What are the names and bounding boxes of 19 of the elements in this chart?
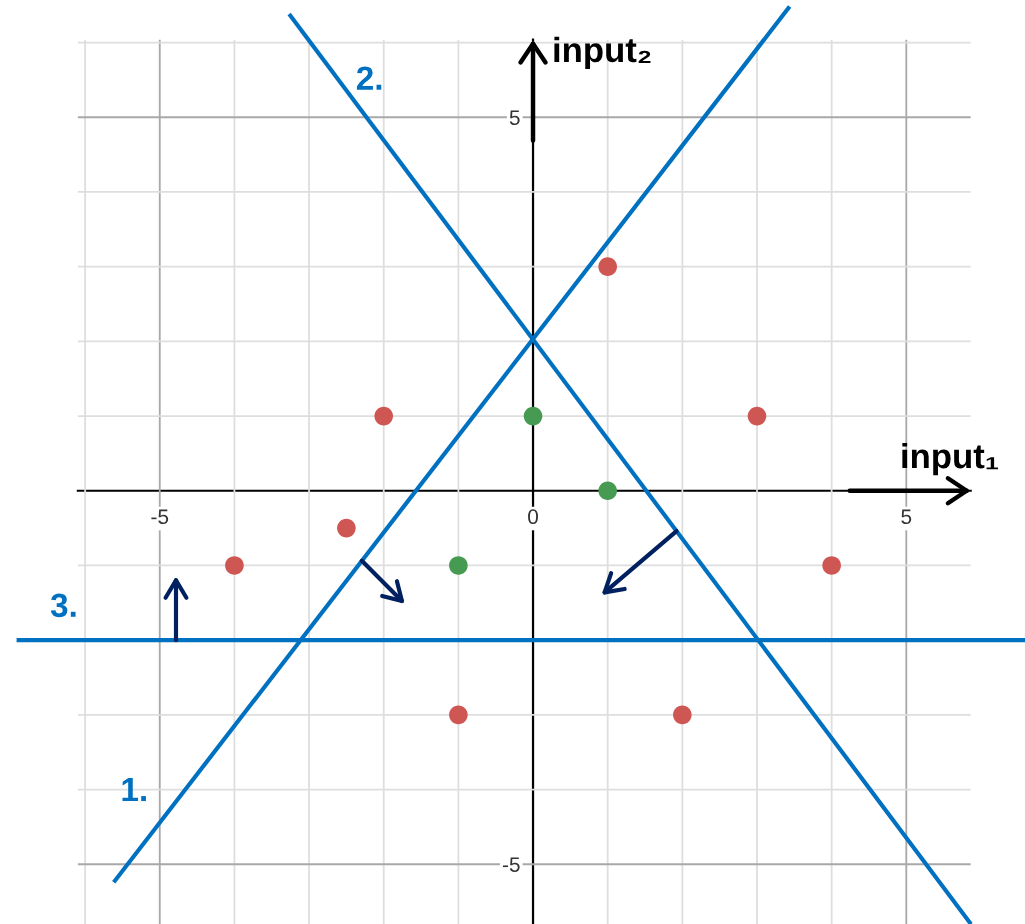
- point: [598, 257, 617, 276]
- series-label: 3.: [50, 593, 76, 618]
- series-label: 1.: [122, 778, 146, 802]
- point: [225, 556, 244, 575]
- x-tick-label: 0: [528, 509, 539, 525]
- x-tick-label: 5: [901, 509, 912, 525]
- y-axis-title: input₂: [554, 36, 651, 70]
- series-label: 2.: [356, 66, 382, 90]
- point: [747, 406, 767, 426]
- x-tick-label: -5: [151, 509, 169, 525]
- point: [374, 406, 394, 426]
- x-axis-title: input₁: [902, 442, 998, 476]
- point: [449, 705, 468, 725]
- point: [598, 481, 617, 501]
- point: [523, 406, 543, 426]
- point: [673, 705, 692, 725]
- point: [822, 556, 841, 575]
- point: [449, 556, 468, 575]
- point: [337, 518, 356, 538]
